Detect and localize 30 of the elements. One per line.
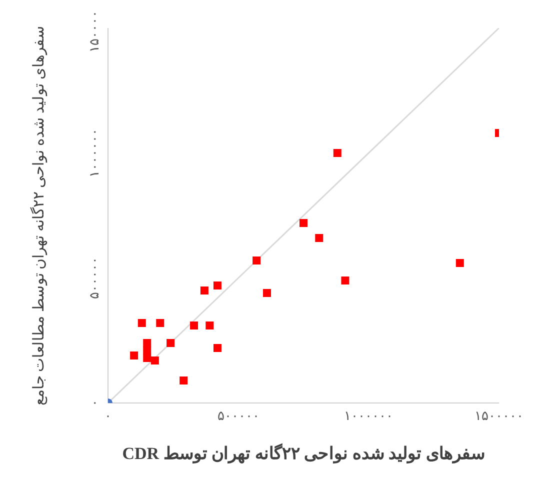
point <box>456 259 464 267</box>
y-axis-title: سفرهای تولید شده نواحی ۲۲گانه تهران توسط مطالعات جامع <box>29 26 48 406</box>
point <box>263 289 272 297</box>
y-tick-label: ۱۵۰۰۰۰۰ <box>86 4 102 52</box>
point <box>180 376 188 384</box>
x-tick-label: ۱۵۰۰۰۰۰ <box>474 408 524 424</box>
point <box>138 319 146 327</box>
point <box>252 256 261 264</box>
point <box>341 276 350 284</box>
point <box>143 339 152 347</box>
point <box>333 149 342 157</box>
x-axis-title: سفرهای تولید شده نواحی ۲۲گانه تهران توسط CDR <box>122 443 485 464</box>
point <box>206 322 214 330</box>
point <box>200 286 208 294</box>
point <box>166 339 175 347</box>
point <box>143 354 152 362</box>
y-tick-label: ۱۰۰۰۰۰۰ <box>86 128 102 178</box>
y-tick-label: ۵۰۰۰۰۰ <box>86 257 102 299</box>
x-tick-label: ۱۰۰۰۰۰۰ <box>344 408 394 424</box>
point <box>315 234 324 242</box>
x-tick-label: ۵۰۰۰۰۰ <box>217 408 260 424</box>
x-tick-label: ۰ <box>104 408 112 424</box>
point <box>300 219 308 227</box>
point <box>130 352 138 360</box>
point <box>213 344 222 352</box>
point <box>156 319 164 327</box>
y-tick-label: ۰ <box>86 400 102 406</box>
point <box>150 356 159 364</box>
point <box>213 282 222 290</box>
point <box>190 322 198 330</box>
